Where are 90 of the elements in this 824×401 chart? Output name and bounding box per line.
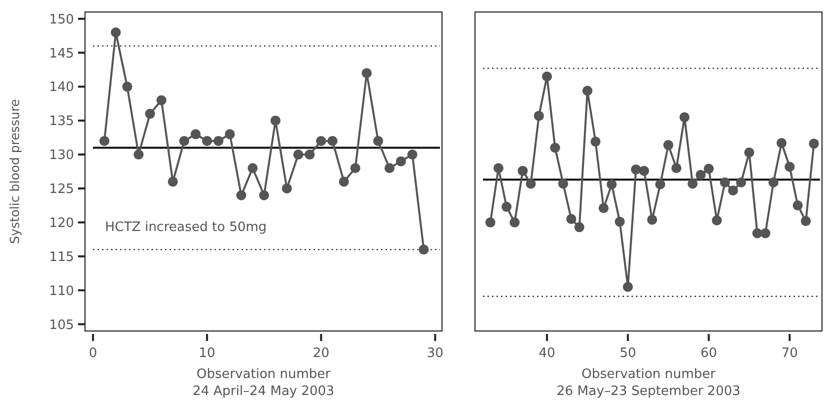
point (202, 136, 212, 146)
point (566, 214, 576, 224)
point (213, 136, 224, 146)
point (485, 217, 496, 228)
point (168, 176, 178, 187)
y-tick-label: 115 (49, 250, 74, 265)
x-tick-label: 70 (781, 346, 798, 361)
y-tick-label: 140 (49, 80, 74, 96)
x-tick-label: 20 (312, 346, 330, 361)
point (418, 244, 429, 255)
point (800, 216, 811, 226)
point (704, 164, 714, 174)
y-tick-label: 105 (49, 318, 74, 333)
y-tick-label: 110 (49, 284, 74, 299)
point (304, 150, 315, 160)
point (558, 178, 568, 189)
point (518, 166, 528, 176)
point (550, 142, 560, 153)
point (293, 150, 304, 160)
point (270, 116, 280, 126)
point (510, 217, 520, 228)
point (110, 27, 121, 38)
point (808, 138, 819, 149)
point (384, 163, 395, 174)
point (622, 282, 633, 292)
point (145, 108, 156, 119)
point (671, 163, 682, 174)
point (156, 95, 166, 106)
point (338, 176, 349, 187)
point (248, 163, 258, 174)
point (179, 136, 190, 146)
point (407, 150, 418, 160)
point (362, 68, 372, 78)
y-axis-title: Systolic blood pressure (7, 98, 22, 244)
point (282, 183, 292, 194)
point (582, 86, 592, 96)
point (502, 202, 512, 212)
point (784, 162, 795, 172)
annotation: HCTZ increased to 50mg (105, 220, 267, 235)
point (647, 214, 658, 225)
point (493, 163, 504, 174)
point (712, 215, 722, 226)
point (574, 222, 584, 232)
y-tick-label: 135 (49, 114, 74, 130)
y-tick-label: 120 (49, 216, 74, 231)
point (236, 190, 246, 200)
y-tick-label: 150 (49, 12, 74, 28)
point (99, 136, 110, 146)
point (663, 140, 674, 150)
x-axis-title: Observation number 26 May–23 September 2003 (556, 367, 740, 399)
x-tick-label: 60 (700, 346, 718, 361)
y-tick-label: 125 (49, 182, 74, 198)
point (696, 170, 706, 180)
x-tick-label: 10 (198, 346, 216, 361)
x-tick-label: 0 (88, 346, 98, 361)
point (744, 147, 754, 158)
point (134, 150, 144, 160)
point (655, 179, 666, 190)
point (760, 228, 770, 238)
x-tick-label: 50 (620, 346, 636, 361)
point (792, 200, 803, 210)
point (259, 190, 270, 200)
point (768, 177, 778, 188)
x-axis-title: Observation number 24 April–24 May 2003 (192, 367, 334, 399)
point (534, 110, 544, 121)
point (639, 166, 650, 176)
point (526, 178, 536, 189)
point (350, 163, 360, 174)
point (736, 177, 746, 188)
point (606, 179, 617, 190)
point (590, 136, 601, 147)
point (776, 138, 787, 148)
point (190, 129, 201, 140)
point (542, 71, 552, 82)
point (373, 136, 384, 146)
point (720, 177, 730, 188)
y-tick-label: 130 (49, 148, 74, 164)
point (316, 136, 326, 146)
point (122, 82, 132, 92)
x-tick-label: 40 (538, 346, 556, 361)
y-tick-label: 145 (49, 46, 74, 62)
point (728, 186, 738, 196)
x-tick-label: 30 (426, 346, 444, 361)
point (614, 216, 625, 227)
point (224, 129, 235, 140)
point (688, 178, 698, 189)
point (396, 156, 406, 166)
point (679, 112, 690, 122)
point (598, 203, 609, 214)
point (328, 136, 338, 146)
